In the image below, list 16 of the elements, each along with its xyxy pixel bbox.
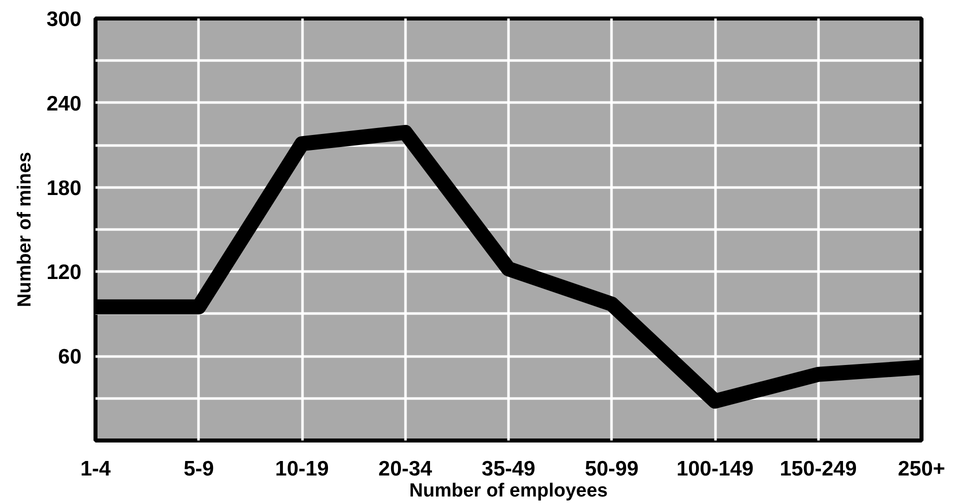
x-tick-label: 250+ xyxy=(898,458,946,480)
y-tick-label: 60 xyxy=(58,346,82,369)
y-tick-label: 240 xyxy=(46,92,82,116)
y-tick-label: 300 xyxy=(46,8,82,31)
y-axis-title: Number of mines xyxy=(14,152,36,308)
x-axis-title: Number of employees xyxy=(409,480,608,502)
y-tick-label: 120 xyxy=(46,261,82,284)
x-tick-label: 35-49 xyxy=(482,458,536,480)
x-tick-label: 5-9 xyxy=(184,458,214,480)
y-tick-label: 180 xyxy=(46,176,82,200)
x-tick-label: 50-99 xyxy=(584,458,639,480)
x-tick-label: 10-19 xyxy=(275,458,329,480)
x-tick-label: 100-149 xyxy=(676,458,754,480)
x-tick-label: 1-4 xyxy=(80,458,111,480)
x-tick-label: 20-34 xyxy=(378,458,432,480)
x-tick-label: 150-249 xyxy=(780,458,857,480)
